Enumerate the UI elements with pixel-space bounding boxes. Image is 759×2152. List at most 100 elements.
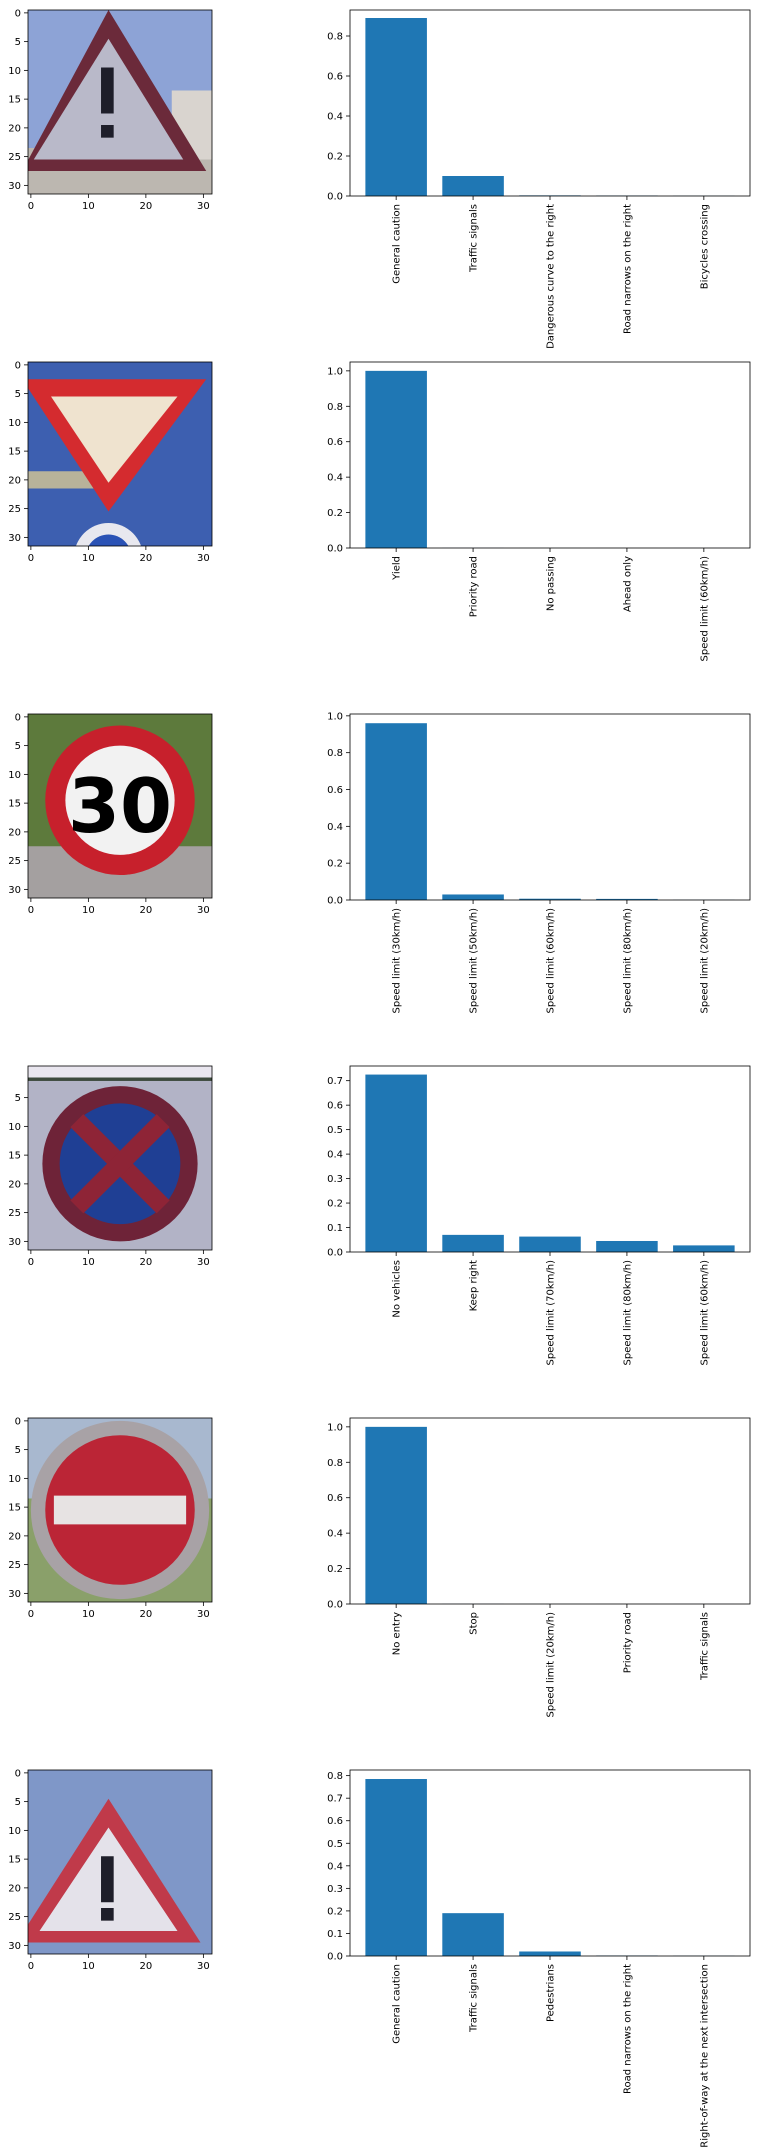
y-tick-label: 0.8	[327, 32, 343, 43]
y-tick-label: 0.4	[327, 112, 343, 123]
bar	[519, 898, 581, 900]
x-tick-label: Road narrows on the right	[622, 1964, 633, 2094]
y-tick-label: 0.5	[327, 1125, 343, 1136]
x-tick-label: Speed limit (80km/h)	[622, 1260, 633, 1366]
sign-image: 30	[28, 714, 212, 898]
image-frame	[27, 1417, 213, 1603]
bar	[365, 370, 427, 548]
x-tick-label: 10	[82, 553, 95, 564]
y-tick-label: 0.5	[327, 1839, 343, 1850]
y-tick-label: 0.6	[327, 1816, 343, 1827]
y-tick-label: 25	[8, 504, 21, 515]
y-tick-label: 0.4	[327, 1529, 343, 1540]
y-tick-label: 30	[8, 1237, 21, 1248]
y-tick-label: 0.7	[327, 1794, 343, 1805]
y-tick-label: 30	[8, 885, 21, 896]
x-tick-label: 10	[82, 1961, 95, 1972]
y-tick-label: 5	[15, 1797, 21, 1808]
x-tick-label: 0	[28, 1257, 34, 1268]
x-tick-label: Yield	[392, 556, 403, 581]
x-tick-label: Speed limit (30km/h)	[392, 908, 403, 1014]
sign-image	[28, 1770, 212, 1954]
image-panel: 30 0 10 20 30 0 5 10 15 20 25 30	[8, 712, 213, 916]
x-tick-label: General caution	[392, 204, 403, 284]
image-panel: 0 10 20 30 0 5 10 15 20 25 30	[8, 8, 213, 212]
image-frame	[27, 9, 213, 195]
bar	[365, 723, 427, 900]
y-tick-label: 30	[8, 181, 21, 192]
x-tick-label: Ahead only	[622, 556, 633, 612]
x-tick-label: 10	[82, 1257, 95, 1268]
x-tick-label: 30	[197, 1961, 210, 1972]
y-tick-label: 0.2	[327, 1906, 343, 1917]
bar	[673, 1245, 735, 1252]
x-tick-label: Speed limit (60km/h)	[699, 556, 710, 662]
x-tick-label: No passing	[546, 556, 557, 611]
x-tick-label: Keep right	[469, 1260, 480, 1311]
x-tick-label: Pedestrians	[546, 1964, 557, 2022]
bar-chart: 0.0 0.2 0.4 0.6 0.8 1.0 No entry Stop Speed limi…	[327, 1417, 751, 1717]
y-tick-label: 20	[8, 123, 21, 134]
y-tick-label: 0.2	[327, 1199, 343, 1210]
y-tick-label: 20	[8, 827, 21, 838]
y-tick-label: 0.7	[327, 1076, 343, 1087]
y-tick-label: 0.3	[327, 1174, 343, 1185]
y-tick-label: 5	[15, 1445, 21, 1456]
x-tick-label: No vehicles	[392, 1260, 403, 1318]
y-tick-label: 0.1	[327, 1929, 343, 1940]
x-tick-label: 20	[140, 201, 153, 212]
y-tick-label: 5	[15, 37, 21, 48]
y-tick-label: 0.6	[327, 437, 343, 448]
bar	[519, 1236, 581, 1252]
y-tick-label: 0.8	[327, 748, 343, 759]
y-tick-label: 1.0	[327, 1422, 343, 1433]
x-tick-label: 30	[197, 1609, 210, 1620]
x-tick-label: 0	[28, 553, 34, 564]
y-tick-label: 0.0	[327, 544, 343, 555]
sign-image	[28, 1418, 212, 1602]
y-tick-label: 0.8	[327, 1771, 343, 1782]
y-tick-label: 0.2	[327, 1564, 343, 1575]
y-tick-label: 0.2	[327, 152, 343, 163]
y-tick-label: 5	[15, 389, 21, 400]
x-tick-label: 30	[197, 905, 210, 916]
y-tick-label: 0	[15, 712, 21, 723]
x-tick-label: Traffic signals	[469, 204, 480, 273]
y-tick-label: 15	[8, 799, 21, 810]
x-tick-label: Traffic signals	[469, 1964, 480, 2033]
y-tick-label: 0.4	[327, 473, 343, 484]
y-tick-label: 25	[8, 152, 21, 163]
y-tick-label: 15	[8, 95, 21, 106]
y-tick-label: 0.2	[327, 508, 343, 519]
sign-image	[28, 1066, 212, 1250]
y-tick-label: 0.8	[327, 1458, 343, 1469]
y-tick-label: 10	[8, 1122, 21, 1133]
x-tick-label: 30	[197, 553, 210, 564]
bar-chart: 0.0 0.1 0.2 0.3 0.4 0.5 0.6 0.7 0.8 General cauti…	[327, 1769, 751, 2148]
y-tick-label: 10	[8, 1474, 21, 1485]
x-tick-label: Speed limit (50km/h)	[469, 908, 480, 1014]
bar	[365, 1779, 427, 1956]
x-tick-label: Road narrows on the right	[622, 204, 633, 334]
image-frame	[27, 713, 213, 899]
x-tick-label: Speed limit (60km/h)	[546, 908, 557, 1014]
x-tick-label: Speed limit (60km/h)	[699, 1260, 710, 1366]
x-tick-label: No entry	[392, 1612, 403, 1655]
y-tick-label: 0.3	[327, 1884, 343, 1895]
x-tick-label: 30	[197, 1257, 210, 1268]
x-tick-label: 20	[140, 1961, 153, 1972]
bar-chart: 0.0 0.2 0.4 0.6 0.8 1.0 Speed limit (30km/h) Sp…	[327, 711, 751, 1014]
x-tick-label: Bicycles crossing	[699, 204, 710, 289]
sign-image	[28, 362, 212, 546]
x-tick-label: 10	[82, 201, 95, 212]
sign-image	[28, 10, 212, 194]
y-tick-label: 0.4	[327, 822, 343, 833]
y-tick-label: 15	[8, 1151, 21, 1162]
y-tick-label: 0.0	[327, 896, 343, 907]
x-tick-label: 0	[28, 905, 34, 916]
y-tick-label: 15	[8, 1855, 21, 1866]
x-tick-label: 30	[197, 201, 210, 212]
y-tick-label: 25	[8, 1560, 21, 1571]
image-panel: 0 10 20 30 0 5 10 15 20 25 30	[8, 360, 213, 564]
bar	[442, 894, 504, 900]
